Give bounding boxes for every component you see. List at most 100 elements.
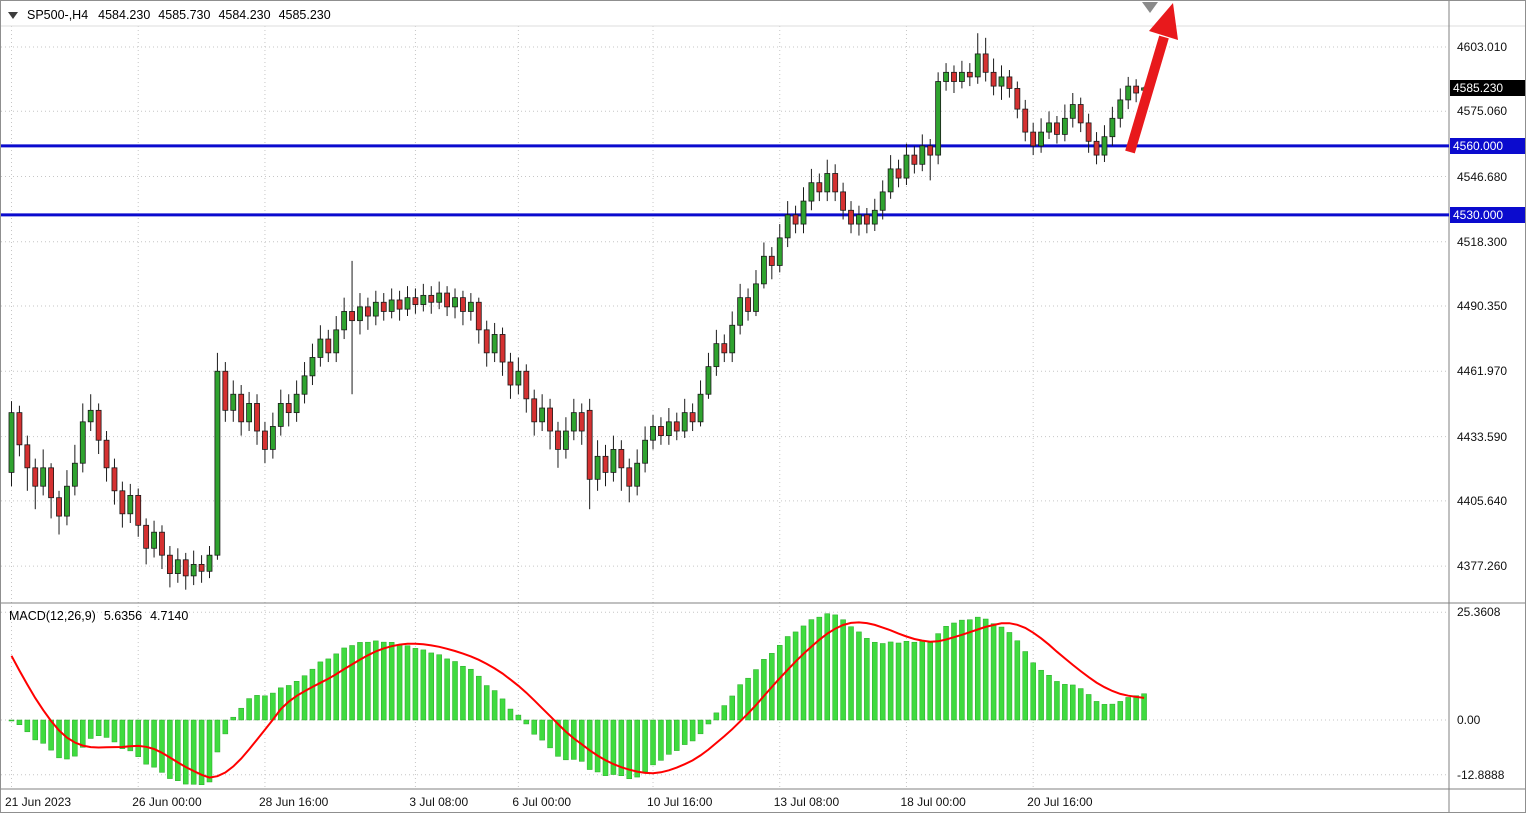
candle[interactable]: [856, 214, 862, 225]
candle[interactable]: [602, 455, 609, 473]
candle[interactable]: [246, 403, 253, 423]
candle[interactable]: [412, 297, 419, 305]
candle[interactable]: [618, 449, 625, 469]
candle[interactable]: [491, 334, 498, 354]
candle[interactable]: [467, 301, 474, 312]
trend-arrow-shaft[interactable]: [1125, 35, 1169, 154]
candle[interactable]: [32, 467, 39, 487]
candle[interactable]: [863, 214, 870, 225]
candle[interactable]: [816, 182, 823, 193]
candle[interactable]: [982, 53, 989, 73]
candle[interactable]: [222, 370, 229, 411]
candle[interactable]: [879, 191, 886, 211]
chart-shift-marker-icon[interactable]: [1142, 2, 1158, 13]
candle[interactable]: [71, 462, 78, 487]
candle[interactable]: [174, 559, 181, 574]
candle[interactable]: [1054, 122, 1060, 135]
candle[interactable]: [48, 467, 54, 499]
candle[interactable]: [254, 403, 260, 432]
candle[interactable]: [1061, 117, 1068, 135]
candle[interactable]: [578, 412, 585, 432]
candle[interactable]: [483, 329, 490, 354]
candle[interactable]: [325, 338, 332, 354]
candle[interactable]: [570, 412, 577, 432]
candle[interactable]: [143, 524, 150, 549]
candle[interactable]: [285, 403, 292, 414]
candle[interactable]: [689, 412, 696, 423]
candle[interactable]: [1014, 88, 1021, 110]
candle[interactable]: [420, 294, 427, 305]
candle[interactable]: [642, 439, 648, 464]
candle[interactable]: [943, 71, 949, 82]
candle[interactable]: [919, 145, 926, 165]
candle[interactable]: [507, 361, 514, 386]
candle[interactable]: [1101, 136, 1108, 156]
candle[interactable]: [903, 154, 910, 179]
candle[interactable]: [927, 145, 934, 156]
candle[interactable]: [388, 299, 395, 312]
trend-arrow-head-icon[interactable]: [1149, 3, 1178, 40]
candle[interactable]: [665, 421, 672, 437]
candle[interactable]: [436, 292, 443, 303]
candle[interactable]: [935, 81, 942, 156]
candle[interactable]: [40, 467, 47, 487]
candle[interactable]: [990, 71, 997, 87]
candle[interactable]: [539, 407, 546, 423]
candle[interactable]: [444, 292, 451, 308]
candle[interactable]: [79, 421, 86, 464]
candle[interactable]: [784, 214, 791, 239]
candle[interactable]: [1093, 140, 1100, 156]
candle[interactable]: [998, 76, 1005, 87]
candle[interactable]: [64, 485, 70, 517]
candle[interactable]: [1006, 76, 1013, 89]
candle[interactable]: [658, 426, 664, 437]
candle[interactable]: [182, 559, 189, 577]
candle[interactable]: [357, 306, 363, 322]
candle[interactable]: [531, 398, 538, 423]
candle[interactable]: [1077, 104, 1084, 124]
candle[interactable]: [555, 430, 561, 450]
candle[interactable]: [309, 357, 316, 377]
candle[interactable]: [16, 412, 23, 446]
candle[interactable]: [119, 490, 126, 515]
candle[interactable]: [713, 343, 720, 368]
candle[interactable]: [737, 297, 744, 326]
candle[interactable]: [808, 182, 815, 202]
candle[interactable]: [1125, 85, 1132, 101]
candle[interactable]: [871, 209, 878, 225]
candle[interactable]: [848, 209, 854, 225]
candle[interactable]: [626, 467, 633, 487]
candle[interactable]: [214, 370, 221, 556]
candle[interactable]: [24, 444, 31, 469]
candle[interactable]: [776, 237, 783, 266]
candle[interactable]: [475, 301, 482, 331]
candle[interactable]: [753, 283, 759, 312]
candle[interactable]: [523, 370, 530, 400]
candle[interactable]: [705, 366, 712, 395]
candle[interactable]: [768, 255, 775, 266]
candle[interactable]: [650, 426, 656, 441]
candle[interactable]: [404, 297, 411, 310]
candle[interactable]: [634, 462, 641, 487]
candle[interactable]: [673, 421, 680, 432]
candle[interactable]: [745, 297, 751, 312]
candle[interactable]: [959, 71, 965, 82]
candle[interactable]: [729, 324, 736, 354]
candle[interactable]: [895, 168, 902, 179]
candle[interactable]: [515, 370, 522, 386]
candle[interactable]: [586, 409, 593, 480]
candle[interactable]: [428, 294, 435, 303]
candle[interactable]: [95, 409, 102, 441]
candle[interactable]: [1022, 108, 1029, 133]
candle[interactable]: [761, 255, 767, 285]
candle[interactable]: [262, 430, 268, 450]
candle[interactable]: [349, 311, 355, 322]
candle[interactable]: [594, 455, 601, 480]
candle[interactable]: [1030, 131, 1037, 147]
candle[interactable]: [563, 430, 569, 450]
candle[interactable]: [277, 403, 284, 427]
candle[interactable]: [87, 409, 94, 423]
candle[interactable]: [317, 338, 324, 358]
candle[interactable]: [966, 71, 973, 78]
candle[interactable]: [269, 426, 276, 450]
